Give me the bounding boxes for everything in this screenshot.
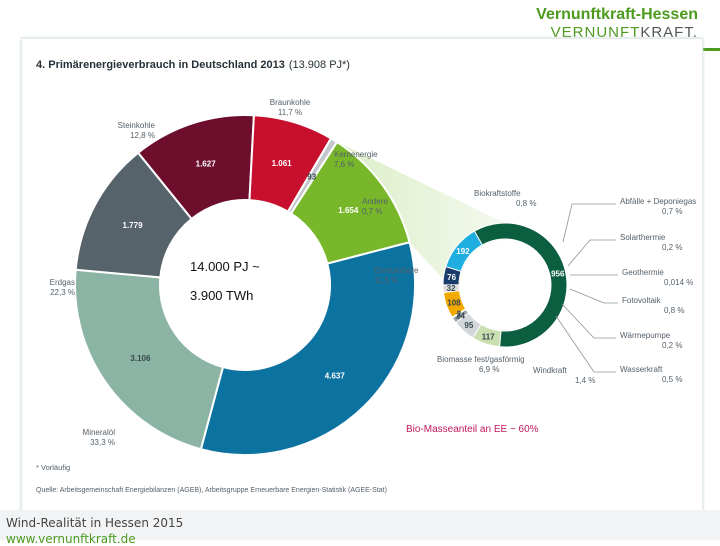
main-percent-kernenergie: 7,6 % bbox=[334, 160, 354, 169]
main-percent-steinkohle: 12,8 % bbox=[130, 131, 155, 140]
main-value-andere: 93 bbox=[307, 172, 316, 181]
leader-wasserkraft bbox=[555, 315, 616, 373]
sub-value-fotovoltaik: 108 bbox=[447, 299, 461, 308]
sub-value-abfaelle-deponiegas: 95 bbox=[464, 321, 473, 330]
leader-fotovoltaik bbox=[569, 288, 618, 304]
footnote: * Vorläufig bbox=[36, 463, 70, 472]
brand-wordmark: VERNUNFTKRAFT. bbox=[536, 24, 698, 41]
footer-url: www.vernunftkraft.de bbox=[6, 532, 136, 546]
sub-label-fotovoltaik: Fotovoltaik bbox=[622, 296, 662, 305]
main-value-erneuerbare: 1.654 bbox=[338, 206, 359, 215]
accent-bar bbox=[700, 48, 720, 51]
main-value-braunkohle: 1.627 bbox=[196, 160, 217, 169]
main-percent-erdgas: 22,3 % bbox=[50, 288, 75, 297]
main-value-mineraloel: 4.637 bbox=[325, 372, 346, 381]
leader-solarthermie bbox=[567, 239, 616, 267]
source-note: Quelle: Arbeitsgemeinschaft Energiebilan… bbox=[36, 487, 387, 494]
sub-percent-biomasse-fest-gasfoermig: 6,9 % bbox=[479, 365, 499, 374]
biomass-annotation: Bio-Masseanteil an EE ~ 60% bbox=[406, 424, 539, 435]
sub-value-biokraftstoffe: 117 bbox=[482, 332, 495, 341]
main-percent-andere: 0,7 % bbox=[362, 207, 382, 216]
sub-value-geothermie: 2 bbox=[457, 309, 462, 318]
footer-text: Wind-Realität in Hessen 2015 bbox=[6, 516, 184, 530]
main-value-erdgas: 3.106 bbox=[130, 354, 151, 363]
sub-percent-abfaelle-deponiegas: 0,7 % bbox=[662, 207, 682, 216]
main-label-erdgas: Erdgas bbox=[50, 278, 75, 287]
main-donut bbox=[74, 114, 416, 456]
sub-value-biomasse-fest-gasfoermig: 956 bbox=[551, 269, 565, 278]
sub-percent-waermepumpe: 0,2 % bbox=[662, 341, 682, 350]
main-label-steinkohle: Steinkohle bbox=[118, 121, 156, 130]
main-slice-steinkohle bbox=[74, 151, 193, 279]
main-value-kernenergie: 1.061 bbox=[272, 159, 293, 168]
brand-wordmark-part2: KRAFT. bbox=[640, 24, 698, 41]
sub-value-waermepumpe: 32 bbox=[447, 284, 456, 293]
sub-value-solarthermie: 24 bbox=[456, 312, 465, 321]
sub-label-wasserkraft: Wasserkraft bbox=[620, 365, 663, 374]
leader-abfaelle-deponiegas bbox=[562, 203, 616, 243]
main-label-kernenergie: Kernenergie bbox=[334, 150, 378, 159]
sub-slice-windkraft bbox=[445, 230, 483, 272]
sub-value-wasserkraft: 76 bbox=[447, 273, 456, 282]
sub-donut-hole bbox=[460, 240, 550, 330]
sub-percent-biokraftstoffe: 0,8 % bbox=[516, 199, 536, 208]
sub-label-biokraftstoffe: Biokraftstoffe bbox=[474, 189, 521, 198]
main-percent-erneuerbare: 11,5 % bbox=[374, 276, 398, 285]
sub-donut bbox=[442, 222, 568, 348]
sub-percent-solarthermie: 0,2 % bbox=[662, 243, 682, 252]
chart-labels: 1.627 1.061 93 1.654 4.637 3.106 1.779 Braunkoh… bbox=[50, 98, 697, 447]
leader-waermepumpe bbox=[561, 303, 616, 339]
center-text-line1: 14.000 PJ ~ bbox=[190, 259, 260, 274]
sub-label-biomasse-fest-gasfoermig: Biomasse fest/gasförmig bbox=[437, 355, 525, 364]
main-slice-mineraloel bbox=[199, 241, 416, 456]
chart-subtitle: (13.908 PJ*) bbox=[289, 59, 350, 71]
main-percent-mineraloel: 33,3 % bbox=[90, 438, 115, 447]
sub-percent-windkraft: 1,4 % bbox=[575, 376, 595, 385]
main-label-erneuerbare: Erneuerbare bbox=[374, 266, 419, 275]
sub-label-solarthermie: Solarthermie bbox=[620, 233, 666, 242]
main-value-steinkohle: 1.779 bbox=[123, 221, 144, 230]
brand-name: Vernunftkraft-Hessen bbox=[536, 6, 698, 23]
brand-wordmark-part1: VERNUNFT bbox=[550, 24, 641, 41]
chart-title: 4. Primärenergieverbrauch in Deutschland… bbox=[36, 59, 350, 71]
main-label-mineraloel: Mineralöl bbox=[83, 428, 116, 437]
sub-label-abfaelle-deponiegas: Abfälle + Deponiegas bbox=[620, 197, 696, 206]
sub-label-waermepumpe: Wärmepumpe bbox=[620, 331, 671, 340]
sub-percent-wasserkraft: 0,5 % bbox=[662, 375, 682, 384]
main-slice-erdgas bbox=[74, 268, 225, 451]
footer-band bbox=[0, 510, 720, 540]
sub-percent-geothermie: 0,014 % bbox=[664, 278, 693, 287]
center-text-line2: 3.900 TWh bbox=[190, 288, 253, 303]
main-label-braunkohle: Braunkohle bbox=[270, 98, 311, 107]
chart-title-main: 4. Primärenergieverbrauch in Deutschland… bbox=[36, 59, 285, 71]
main-percent-braunkohle: 11,7 % bbox=[278, 108, 302, 117]
sub-percent-fotovoltaik: 0,8 % bbox=[664, 306, 684, 315]
sub-value-windkraft: 192 bbox=[456, 247, 470, 256]
brand-logo: Vernunftkraft-Hessen VERNUNFTKRAFT. bbox=[536, 6, 698, 41]
sub-slice-biomasse-fest-gasfoermig bbox=[473, 222, 568, 348]
sub-label-geothermie: Geothermie bbox=[622, 268, 664, 277]
main-label-andere: Andere bbox=[362, 197, 388, 206]
sub-label-windkraft: Windkraft bbox=[533, 366, 568, 375]
